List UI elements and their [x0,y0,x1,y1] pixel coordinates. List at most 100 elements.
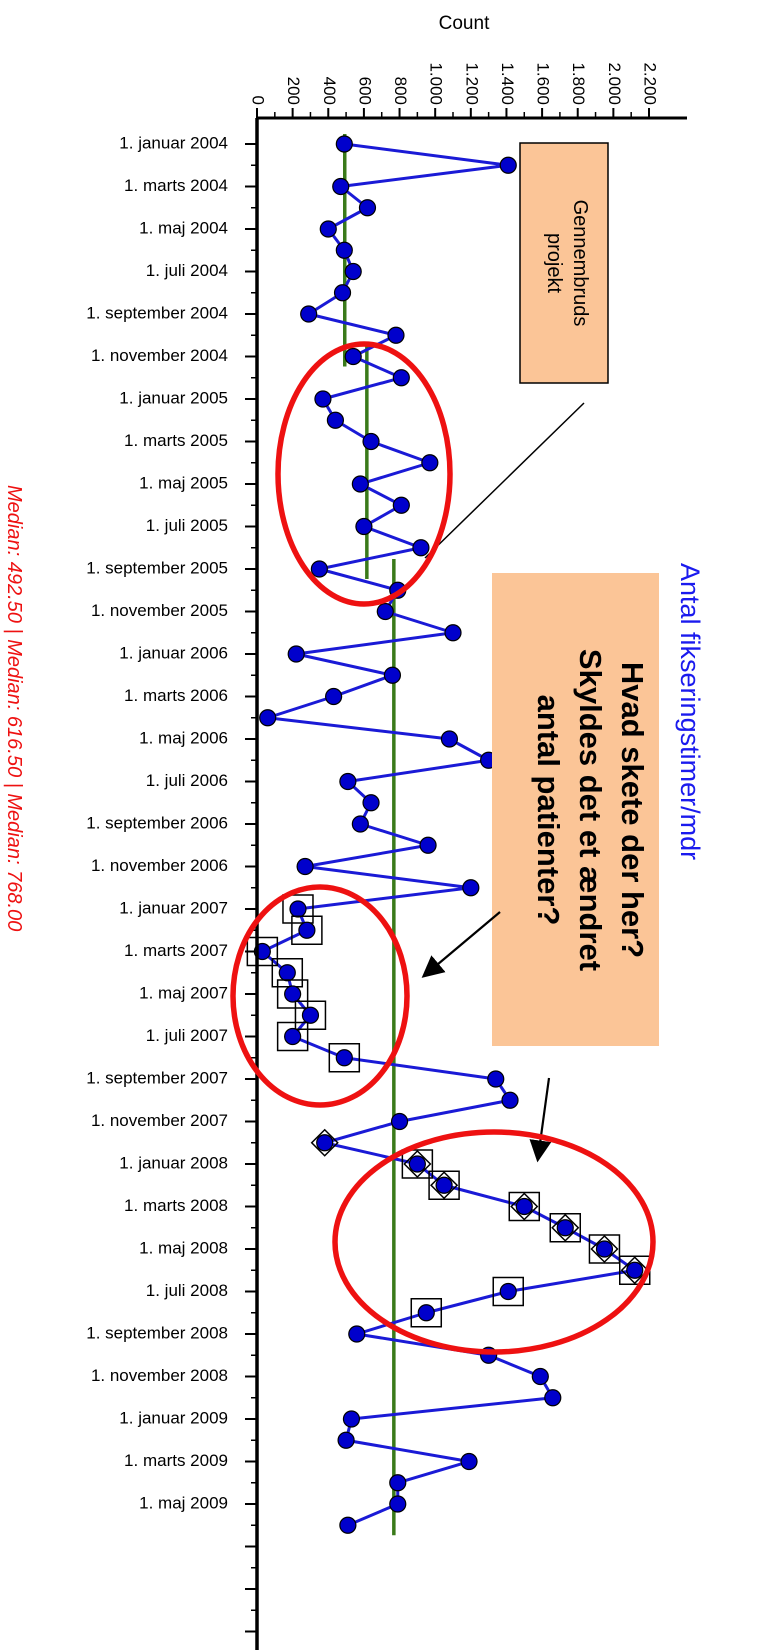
data-point [351,815,369,833]
data-point [351,475,369,493]
data-point [298,921,316,939]
data-point [310,560,328,578]
data-point [358,199,377,217]
data-point [319,220,337,238]
data-point [342,1410,361,1428]
data-point [392,496,410,514]
count-tick-label: 1.400 [498,62,517,105]
question-note-line1: Hvad skete der her? [615,662,650,958]
count-tick-label: 1.200 [462,62,481,105]
data-point [408,1155,426,1173]
data-point [344,262,362,281]
data-point [362,432,380,451]
point-diamond-marker [590,1234,619,1264]
date-tick-label: 1. maj 2009 [139,1493,228,1512]
data-point [348,1325,366,1343]
data-point [284,1027,302,1046]
series-line [260,142,637,1527]
data-point [278,964,296,982]
point-box-marker [410,1298,443,1328]
data-point [316,1134,334,1152]
project-note-box [519,142,609,384]
date-tick-label: 1. marts 2007 [124,941,228,960]
question-note: Hvad skete der her? Skyldes det et ændre… [492,573,659,1046]
date-tick-label: 1. september 2007 [86,1068,228,1087]
count-tick-label: 1.600 [534,62,553,105]
data-point [259,709,277,727]
count-tick-label: 2.000 [605,62,624,105]
question-note-line2: Skyldes det et ændret [573,649,608,971]
point-diamond-marker [620,1256,649,1285]
data-point [387,326,405,344]
count-axis-title: Count [439,13,490,34]
count-tick-label: 0 [249,96,268,105]
data-point [499,156,517,174]
project-note-line1: Gennembruds [569,200,591,327]
data-point [389,1495,407,1513]
data-point [556,1219,574,1237]
data-point [333,284,352,302]
data-point [362,794,380,812]
date-tick-label: 1. marts 2006 [124,686,228,705]
data-point [344,347,362,366]
data-point [440,730,459,748]
count-tick-label: 400 [320,77,339,105]
chart-title: Antal fikseringstimer/mdr [675,563,705,860]
question-note-line3: antal patienter? [531,695,566,926]
date-tick-label: 1. september 2008 [86,1323,228,1342]
data-point [355,517,373,536]
date-tick-label: 1. marts 2009 [124,1451,228,1470]
data-point [531,1367,549,1386]
project-note-pointer [424,402,585,559]
data-point [499,1282,517,1301]
date-tick-label: 1. november 2004 [91,346,228,365]
data-point [325,687,343,706]
point-box-marker [294,1000,327,1030]
data-point [419,836,437,854]
date-tick-label: 1. juli 2005 [146,516,228,535]
data-point [421,454,439,472]
date-tick-label: 1. september 2005 [86,558,228,577]
date-tick-label: 1. maj 2005 [139,473,228,492]
point-diamond-marker [510,1192,539,1221]
date-tick-label: 1. januar 2006 [119,643,228,662]
data-point [435,1176,453,1194]
date-tick-label: 1. marts 2004 [124,176,228,195]
data-point [626,1261,644,1279]
data-point [460,1452,478,1471]
date-tick-label: 1. november 2006 [91,856,228,875]
data-point [544,1389,562,1407]
data-point [412,539,430,557]
count-tick-label: 600 [355,77,374,105]
question-note-box [492,573,659,1046]
point-diamond-marker [430,1171,459,1200]
date-tick-label: 1. maj 2007 [139,983,228,1002]
series-polyline [260,142,637,1527]
date-tick-label: 1. marts 2005 [124,431,228,450]
count-tick-label: 1.800 [569,62,588,105]
data-point [337,1431,355,1449]
date-tick-label: 1. juli 2004 [146,261,228,280]
data-point [444,624,462,642]
highlight-ellipse-2008 [332,1129,656,1355]
data-point [339,772,357,791]
date-axis-ticks: 1. januar 2004 1. marts 2004 1. maj 2004 1.… [86,133,257,1633]
date-tick-label: 1. maj 2008 [139,1238,228,1257]
point-box-marker [282,894,314,924]
highlight-ellipse-2005 [275,341,453,607]
date-tick-label: 1. november 2005 [91,601,228,620]
data-point [289,900,307,918]
date-tick-label: 1. juli 2008 [146,1281,228,1300]
data-point [284,985,302,1003]
date-tick-label: 1. maj 2004 [139,218,228,237]
data-point [376,602,394,621]
data-point [389,1474,407,1492]
data-point [300,305,318,323]
date-tick-label: 1. januar 2008 [119,1153,228,1172]
data-point [515,1197,533,1216]
date-tick-label: 1. juli 2006 [146,771,228,790]
date-tick-label: 1. september 2004 [86,303,228,322]
data-point [487,1070,505,1088]
point-box-marker [492,1276,524,1307]
date-tick-label: 1. januar 2005 [119,388,228,407]
